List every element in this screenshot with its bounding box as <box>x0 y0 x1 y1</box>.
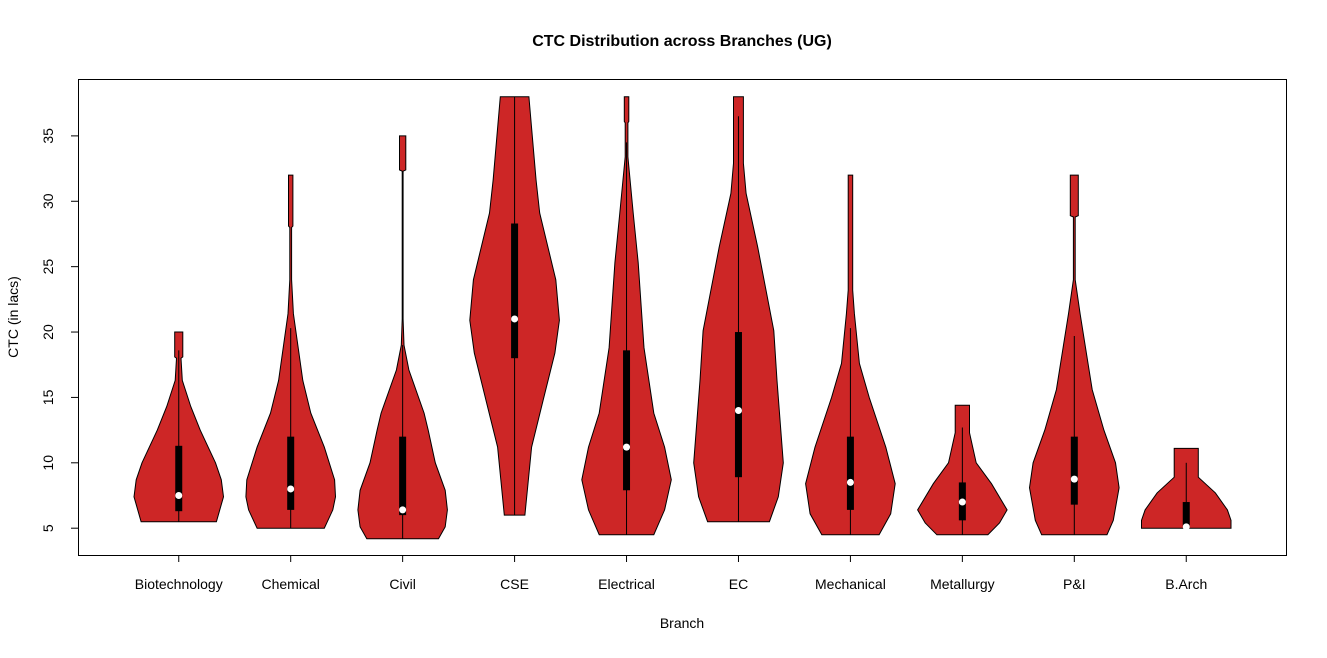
median-point <box>511 315 519 323</box>
iqr-box <box>1070 436 1078 505</box>
x-tick-label: CSE <box>500 576 529 592</box>
y-tick-label: 10 <box>40 455 56 471</box>
y-tick-label: 5 <box>40 524 56 532</box>
violin-ec <box>693 96 784 523</box>
x-tick-label: Electrical <box>598 576 655 592</box>
violin-cse <box>469 96 560 516</box>
chart-title: CTC Distribution across Branches (UG) <box>532 33 832 50</box>
violin-metallurgy <box>917 404 1008 536</box>
y-axis-label: CTC (in lacs) <box>5 276 21 358</box>
y-tick-label: 20 <box>40 324 56 340</box>
y-tick-label: 15 <box>40 389 56 405</box>
median-point <box>1070 475 1078 483</box>
y-axis: 5 10 15 20 25 30 35 <box>40 128 78 532</box>
x-tick-label: Mechanical <box>815 576 886 592</box>
median-point <box>623 443 631 451</box>
iqr-box <box>287 436 295 510</box>
iqr-box <box>623 350 631 491</box>
iqr-box <box>846 436 854 510</box>
violin-body <box>357 135 448 540</box>
violin-b-arch <box>1141 447 1232 531</box>
iqr-box <box>175 445 183 512</box>
median-point <box>734 407 742 414</box>
x-axis-label: Branch <box>660 615 704 631</box>
y-tick-label: 35 <box>40 128 56 144</box>
x-tick-label: Biotechnology <box>135 576 223 592</box>
median-point <box>287 485 295 493</box>
x-tick-label: B.Arch <box>1165 576 1207 592</box>
y-tick-label: 30 <box>40 193 56 209</box>
x-tick-label: Civil <box>389 576 415 592</box>
x-tick-label: Metallurgy <box>930 576 995 592</box>
median-point <box>1182 523 1190 531</box>
median-point <box>846 478 854 486</box>
violin-biotechnology <box>133 331 225 523</box>
violin-mechanical <box>805 174 896 536</box>
median-point <box>958 498 966 506</box>
x-tick-label: EC <box>729 576 748 592</box>
median-point <box>175 492 183 499</box>
violins-group <box>133 96 1232 540</box>
iqr-box <box>734 332 742 478</box>
iqr-box <box>399 436 407 516</box>
median-point <box>399 506 407 514</box>
violin-civil <box>357 135 448 540</box>
iqr-box <box>1182 502 1190 527</box>
x-tick-label: P&I <box>1063 576 1086 592</box>
y-tick-label: 25 <box>40 259 56 275</box>
violin-p-i <box>1028 174 1120 536</box>
violin-electrical <box>581 96 672 536</box>
violin-chemical <box>245 174 337 529</box>
x-axis: Biotechnology Chemical Civil CSE Electrical E… <box>135 555 1207 592</box>
plot-frame <box>78 79 1287 556</box>
x-tick-label: Chemical <box>262 576 320 592</box>
iqr-box <box>511 223 519 359</box>
